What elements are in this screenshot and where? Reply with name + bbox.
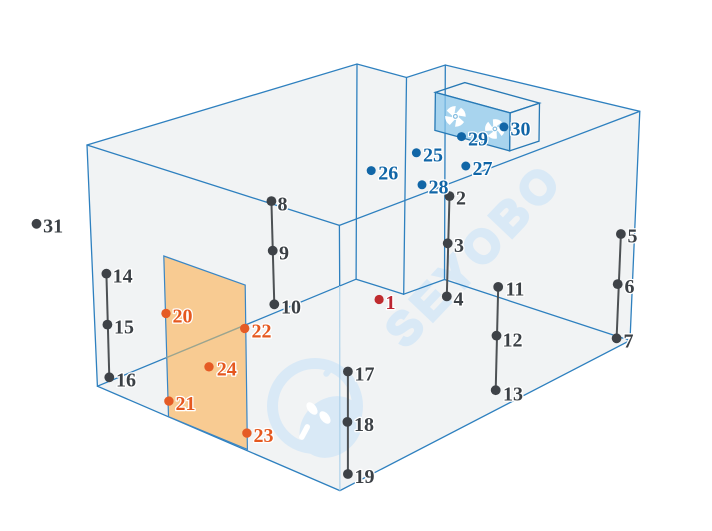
svg-text:25: 25	[423, 145, 443, 167]
svg-text:19: 19	[355, 466, 375, 488]
svg-text:26: 26	[378, 163, 398, 185]
svg-text:18: 18	[354, 414, 374, 436]
svg-text:21: 21	[176, 393, 196, 415]
svg-text:1: 1	[386, 292, 396, 314]
svg-text:5: 5	[628, 226, 638, 248]
svg-text:12: 12	[503, 330, 523, 352]
svg-text:4: 4	[454, 289, 464, 311]
svg-text:2: 2	[456, 188, 466, 210]
svg-text:10: 10	[281, 297, 301, 319]
svg-text:30: 30	[511, 119, 531, 141]
svg-text:28: 28	[429, 177, 449, 199]
svg-text:24: 24	[217, 359, 237, 381]
svg-text:9: 9	[279, 243, 289, 265]
svg-text:23: 23	[254, 425, 274, 447]
svg-text:7: 7	[624, 331, 634, 353]
svg-text:13: 13	[503, 384, 523, 406]
svg-text:11: 11	[506, 279, 525, 301]
svg-text:31: 31	[43, 216, 63, 238]
svg-text:20: 20	[173, 306, 193, 328]
svg-text:27: 27	[473, 158, 493, 180]
svg-text:29: 29	[468, 129, 488, 151]
svg-text:3: 3	[454, 235, 464, 257]
svg-text:22: 22	[252, 321, 272, 343]
svg-text:17: 17	[355, 364, 375, 386]
svg-text:16: 16	[116, 370, 136, 392]
svg-text:14: 14	[113, 266, 133, 288]
svg-text:15: 15	[114, 317, 134, 339]
svg-text:8: 8	[278, 194, 288, 216]
svg-text:6: 6	[625, 276, 635, 298]
